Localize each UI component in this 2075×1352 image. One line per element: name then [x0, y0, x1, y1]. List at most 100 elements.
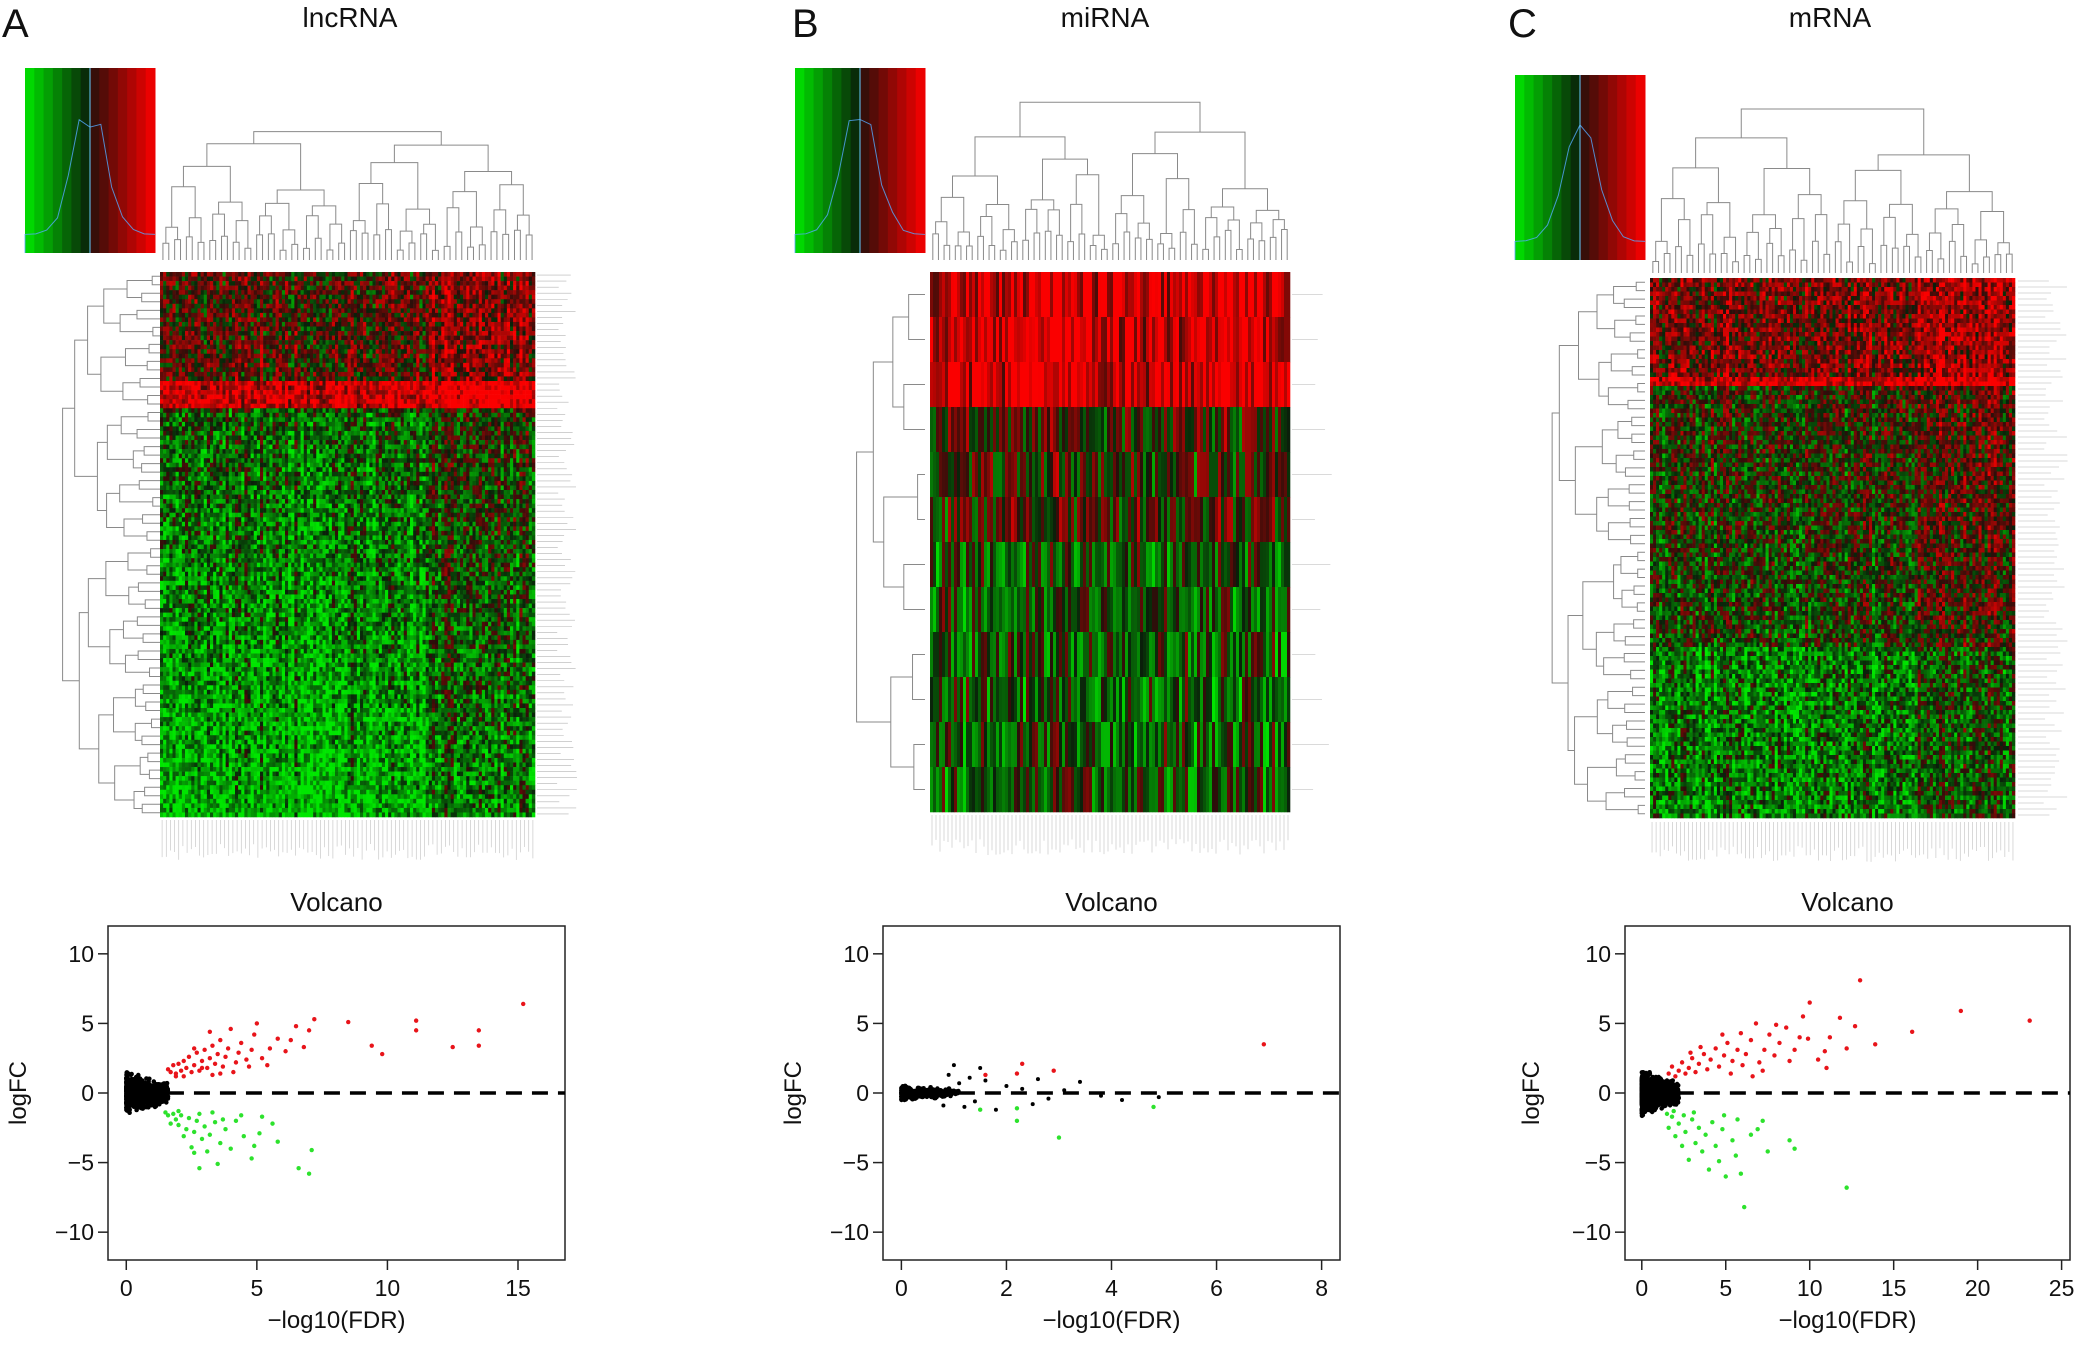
heatmap-cell [478, 294, 483, 300]
heatmap-cell [313, 340, 317, 345]
heatmap-cell [322, 367, 326, 373]
heatmap-cell [478, 408, 483, 414]
heatmap-cell [222, 285, 226, 291]
heatmap-cell [503, 340, 508, 345]
heatmap-cell [228, 381, 233, 386]
heatmap-cell [263, 317, 267, 323]
heatmap-cell [425, 294, 430, 300]
heatmap-cell [447, 290, 451, 296]
heatmap-cell [163, 440, 167, 445]
heatmap-cell [335, 421, 339, 427]
heatmap-cell [363, 349, 367, 355]
heatmap-cell [488, 294, 492, 300]
heatmap-cell [385, 367, 389, 373]
heatmap-cell [263, 403, 267, 409]
heatmap-cell [306, 444, 311, 450]
heatmap-cell [363, 440, 367, 445]
heatmap-cell [519, 440, 523, 445]
heatmap-cell [360, 449, 364, 454]
heatmap-cell [503, 408, 508, 414]
heatmap-cell [203, 426, 208, 432]
heatmap-cell [469, 276, 473, 282]
heatmap-cell [431, 299, 436, 305]
heatmap-cell [460, 362, 464, 368]
heatmap-cell [385, 285, 389, 291]
heatmap-cell [488, 326, 492, 332]
heatmap-cell [428, 276, 433, 282]
heatmap-cell [219, 412, 223, 418]
heatmap-cell [497, 376, 501, 382]
heatmap-cell [269, 299, 273, 305]
heatmap-cell [341, 308, 345, 314]
heatmap-cell [331, 335, 336, 341]
heatmap-cell [488, 394, 492, 400]
heatmap-cell [281, 453, 286, 459]
heatmap-cell [506, 367, 511, 373]
heatmap-cell [197, 349, 201, 355]
heatmap-cell [388, 412, 392, 418]
heatmap-cell [206, 272, 211, 277]
heatmap-cell [181, 417, 186, 423]
heatmap-cell [206, 385, 211, 391]
heatmap-cell [294, 385, 298, 391]
heatmap-cell [441, 385, 445, 391]
heatmap-cell [216, 358, 220, 364]
heatmap-cell [378, 444, 383, 450]
heatmap-cell [522, 421, 526, 427]
heatmap-cell [216, 408, 220, 414]
heatmap-cell [185, 435, 189, 441]
heatmap-cell [341, 403, 345, 409]
heatmap-cell [410, 281, 414, 286]
heatmap-cell [200, 408, 205, 414]
heatmap-cell [410, 326, 414, 332]
heatmap-cell [175, 399, 180, 405]
heatmap-cell [425, 376, 430, 382]
heatmap-cell [297, 458, 301, 464]
heatmap-cell [269, 312, 273, 318]
heatmap-cell [269, 426, 273, 432]
heatmap-cell [303, 371, 308, 377]
heatmap-cell [491, 349, 495, 355]
heatmap-cell [485, 453, 489, 459]
heatmap-cell [469, 449, 473, 454]
heatmap-cell [360, 371, 364, 377]
heatmap-cell [525, 326, 530, 332]
heatmap-cell [294, 358, 298, 364]
heatmap-cell [369, 272, 373, 277]
heatmap-cell [244, 376, 248, 382]
heatmap-cell [294, 449, 298, 454]
heatmap-cell [422, 412, 426, 418]
heatmap-cell [463, 331, 467, 336]
heatmap-cell [519, 412, 523, 418]
heatmap-cell [397, 421, 401, 427]
heatmap-cell [488, 303, 492, 309]
heatmap-cell [488, 349, 492, 355]
heatmap-cell [372, 417, 376, 423]
heatmap-cell [238, 385, 242, 391]
heatmap-cell [375, 381, 380, 386]
heatmap-cell [503, 376, 508, 382]
heatmap-cell [369, 349, 373, 355]
heatmap-cell [275, 394, 280, 400]
heatmap-cell [381, 272, 386, 277]
heatmap-cell [228, 312, 233, 318]
heatmap-cell [394, 376, 398, 382]
heatmap-cell [213, 449, 217, 454]
heatmap-cell [494, 317, 498, 323]
heatmap-cell [366, 449, 370, 454]
heatmap-cell [403, 308, 408, 314]
heatmap-cell [400, 358, 405, 364]
heatmap-cell [281, 412, 286, 418]
heatmap-cell [416, 285, 420, 291]
heatmap-cell [531, 449, 536, 454]
heatmap-cell [269, 408, 273, 414]
heatmap-cell [494, 326, 498, 332]
heatmap-cell [272, 426, 276, 432]
heatmap-cell [528, 403, 533, 409]
heatmap-cell [406, 412, 411, 418]
heatmap-cell [519, 417, 523, 423]
heatmap-cell [263, 408, 267, 414]
heatmap-cell [303, 435, 308, 441]
heatmap-cell [331, 453, 336, 459]
heatmap-cell [375, 276, 380, 282]
